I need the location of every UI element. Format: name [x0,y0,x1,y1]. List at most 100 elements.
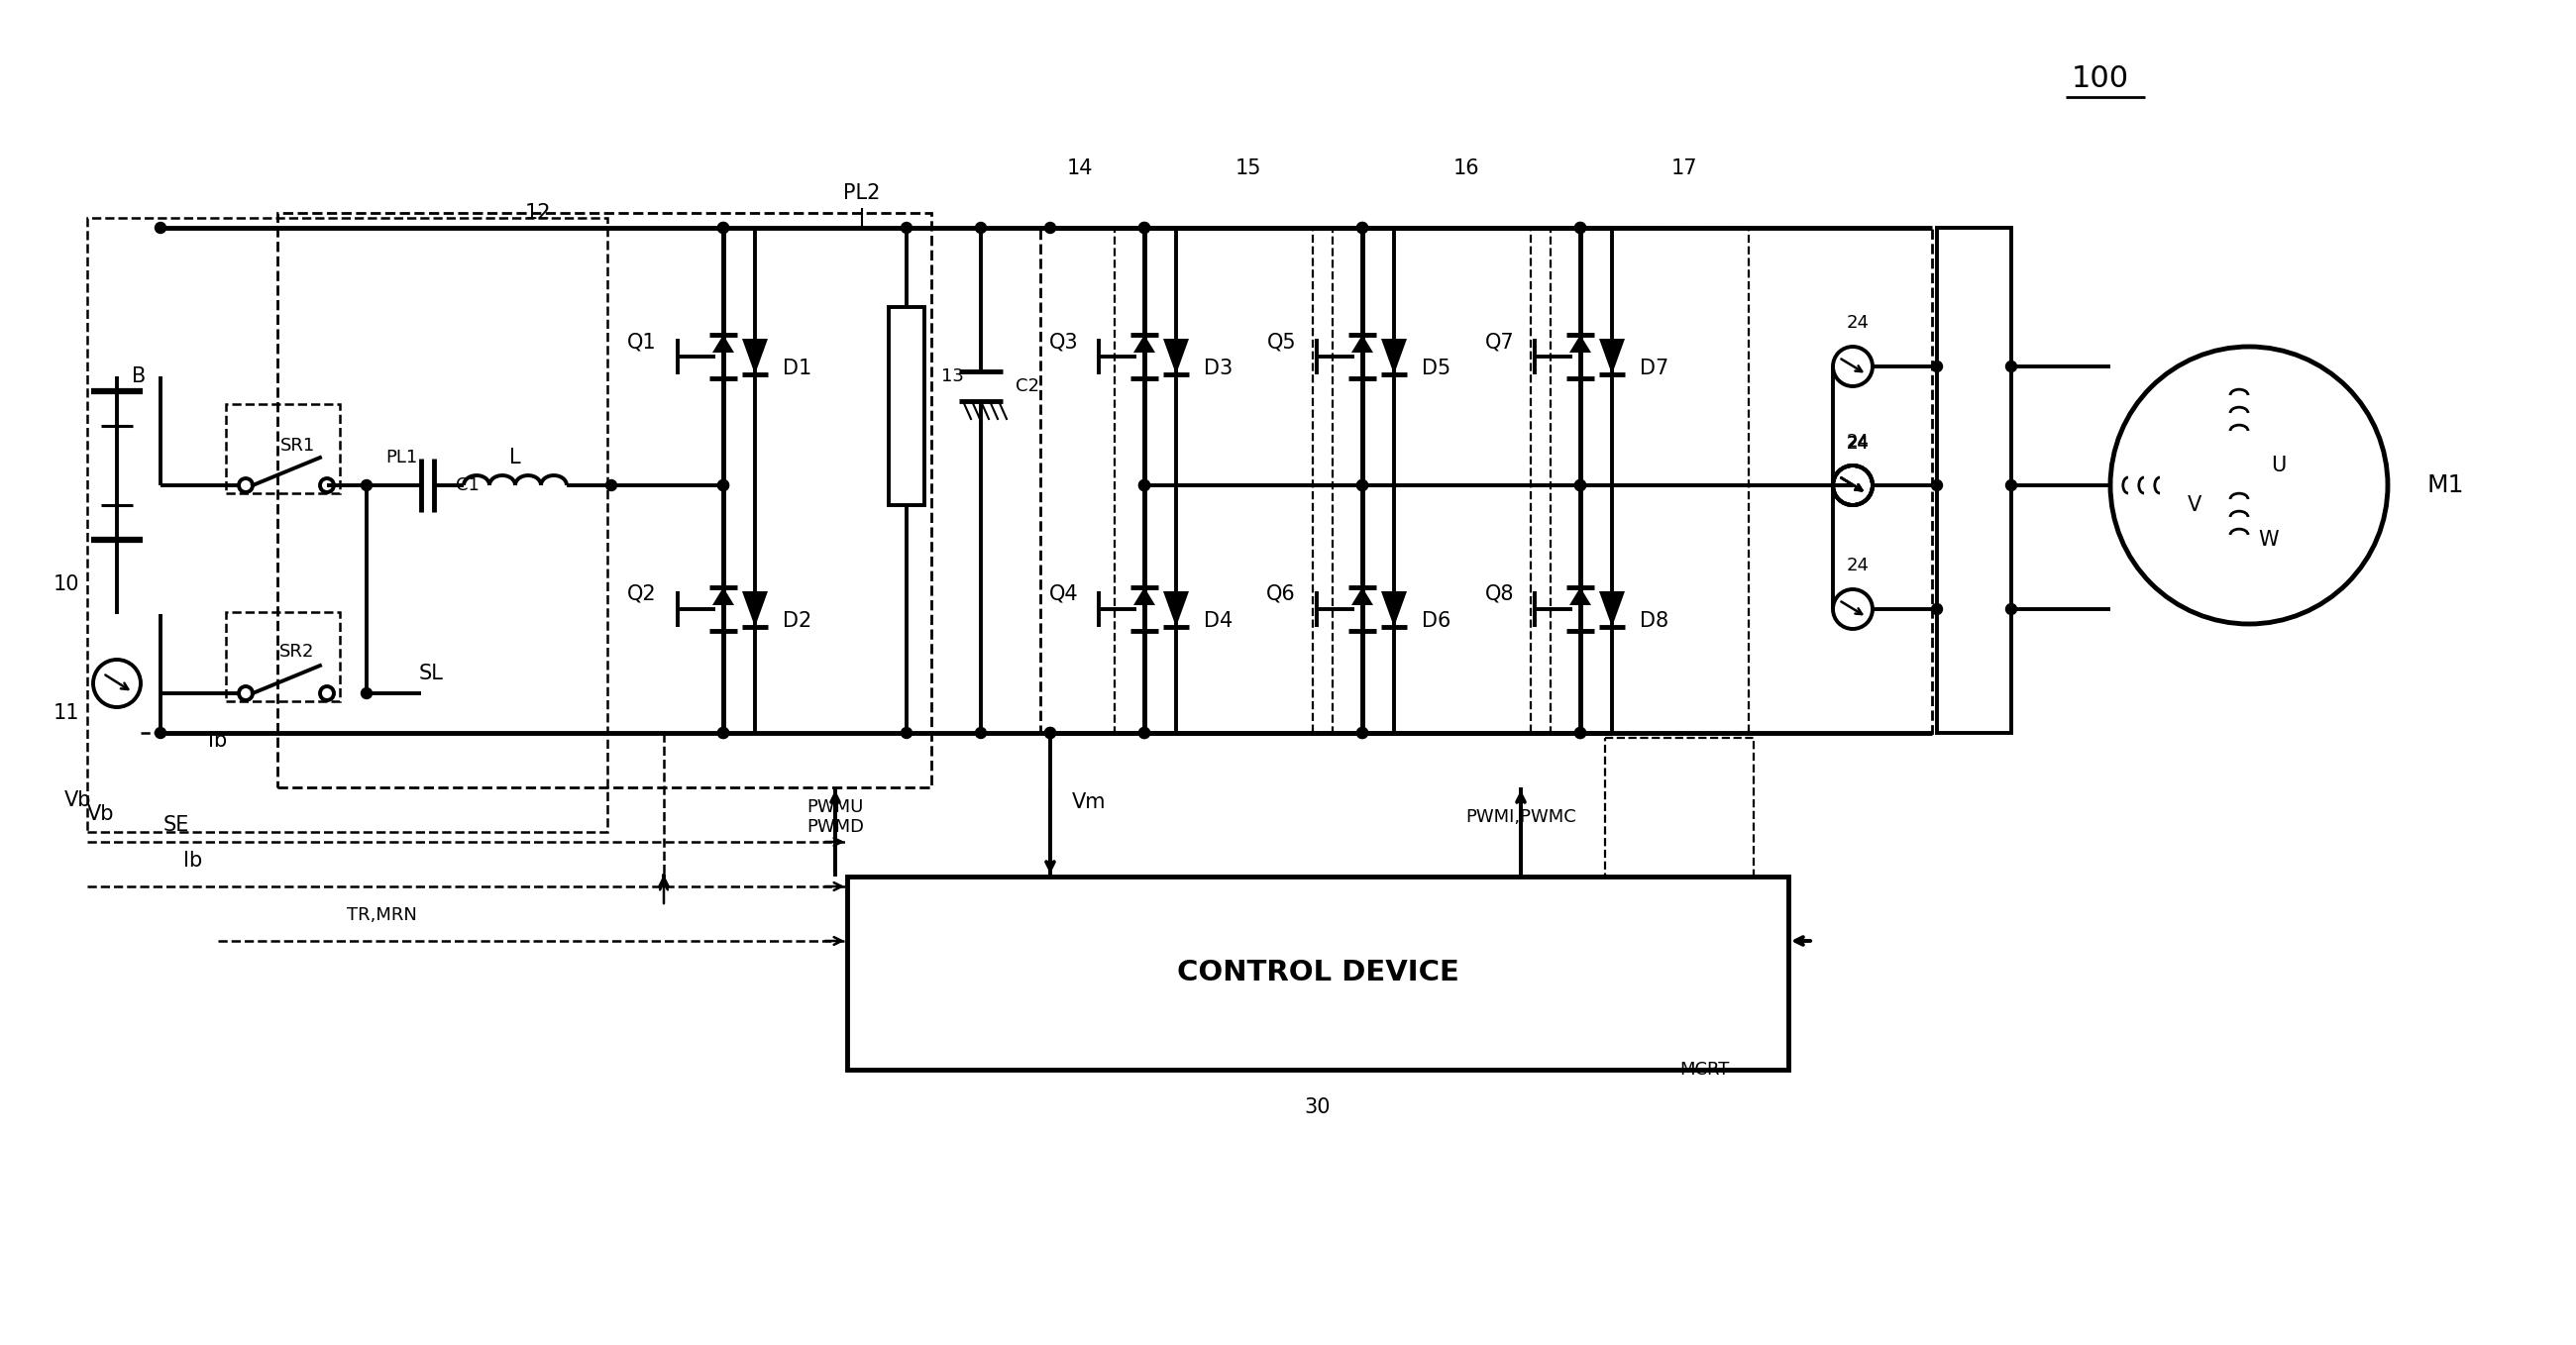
Circle shape [1574,222,1587,233]
Text: D4: D4 [1203,611,1234,631]
Circle shape [719,728,729,738]
Text: 24: 24 [1847,557,1870,574]
Circle shape [719,222,729,233]
Text: C2: C2 [1015,378,1038,395]
Polygon shape [1381,592,1406,627]
Text: 11: 11 [54,703,80,724]
Text: D6: D6 [1422,611,1450,631]
Text: 24: 24 [1847,434,1870,453]
Polygon shape [1381,339,1406,374]
Polygon shape [1164,339,1190,374]
Circle shape [1932,360,1942,373]
Text: D8: D8 [1641,611,1669,631]
Text: Q8: Q8 [1484,584,1515,604]
Circle shape [605,480,616,491]
Text: Q2: Q2 [629,584,657,604]
Polygon shape [1600,339,1625,374]
Text: Vb: Vb [64,791,93,810]
Polygon shape [1164,592,1190,627]
Bar [88,218,608,833]
Polygon shape [1133,335,1154,352]
Text: 12: 12 [526,203,551,223]
Text: L: L [510,448,520,468]
Text: V: V [2187,495,2202,515]
Circle shape [1932,480,1942,491]
Polygon shape [1352,335,1373,352]
Text: Q3: Q3 [1048,332,1077,351]
Text: U: U [2272,456,2287,475]
Polygon shape [1569,588,1592,605]
Text: PWMI,PWMC: PWMI,PWMC [1466,808,1577,826]
Circle shape [902,728,912,738]
Circle shape [719,480,729,491]
Circle shape [155,222,165,233]
Circle shape [1932,604,1942,615]
Text: 17: 17 [1672,159,1698,179]
Text: D1: D1 [783,359,811,378]
Circle shape [1574,728,1587,738]
Text: Q7: Q7 [1484,332,1515,351]
Circle shape [1574,480,1587,491]
Circle shape [1574,480,1587,491]
Circle shape [1139,480,1149,491]
Polygon shape [1569,335,1592,352]
Circle shape [719,480,729,491]
Circle shape [1574,728,1587,738]
Circle shape [1358,480,1368,491]
Bar [227,404,340,494]
Circle shape [2007,480,2017,491]
Text: D5: D5 [1422,359,1450,378]
Text: 10: 10 [54,574,80,594]
Bar [1041,227,1932,733]
Polygon shape [1352,588,1373,605]
Text: Vm: Vm [1072,792,1105,812]
Circle shape [1139,222,1149,233]
Text: Q6: Q6 [1267,584,1296,604]
Circle shape [1139,222,1149,233]
Circle shape [155,728,165,738]
Text: W: W [2259,530,2280,550]
Circle shape [1046,222,1056,233]
Bar [889,307,925,506]
Text: 24: 24 [1847,313,1870,332]
Circle shape [1139,728,1149,738]
Text: 16: 16 [1453,159,1479,179]
Circle shape [361,480,371,491]
Text: Vb: Vb [88,804,113,824]
Text: D2: D2 [783,611,811,631]
Circle shape [1046,728,1056,738]
Circle shape [976,222,987,233]
Circle shape [1358,480,1368,491]
Circle shape [361,687,371,699]
Text: Ib: Ib [183,851,204,870]
Text: Q4: Q4 [1048,584,1077,604]
Text: PWMU
PWMD: PWMU PWMD [806,798,863,837]
Text: SR2: SR2 [281,643,314,660]
Circle shape [1358,728,1368,738]
Bar [1937,227,2012,733]
Text: SE: SE [162,815,191,835]
Polygon shape [1600,592,1625,627]
Circle shape [1574,222,1587,233]
Text: SL: SL [420,663,443,683]
Polygon shape [1133,588,1154,605]
Bar [1332,227,1530,733]
Text: M1: M1 [2427,473,2465,498]
Bar [227,612,340,701]
Circle shape [1358,222,1368,233]
Text: SR1: SR1 [281,437,314,455]
Bar [1115,227,1314,733]
Text: 100: 100 [2071,65,2130,94]
Circle shape [1139,480,1149,491]
Text: 14: 14 [1066,159,1092,179]
Circle shape [976,728,987,738]
Text: PL1: PL1 [386,449,417,467]
Circle shape [2007,604,2017,615]
Text: CONTROL DEVICE: CONTROL DEVICE [1177,959,1458,987]
Text: 30: 30 [1303,1098,1332,1118]
Bar [1551,227,1749,733]
Polygon shape [742,339,768,374]
Circle shape [719,222,729,233]
Text: B: B [131,366,147,386]
Text: C1: C1 [456,476,479,494]
